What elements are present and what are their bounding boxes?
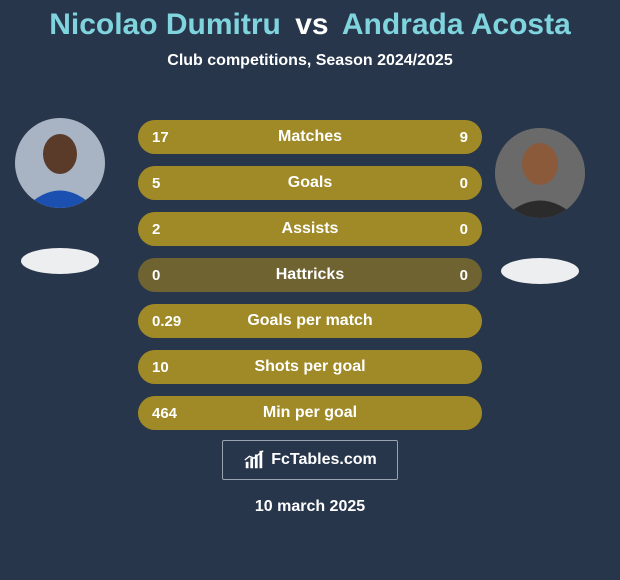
title-player1: Nicolao Dumitru: [49, 8, 281, 41]
stat-row: 10Shots per goal: [138, 350, 482, 384]
stat-row: 5Goals0: [138, 166, 482, 200]
title-vs: vs: [295, 8, 328, 41]
stat-label: Goals per match: [228, 312, 392, 330]
stat-value-left: 464: [138, 405, 228, 422]
stat-value-left: 0.29: [138, 313, 228, 330]
player1-avatar-icon: [15, 118, 105, 208]
stat-value-left: 5: [138, 175, 228, 192]
chart-icon: [243, 449, 265, 471]
stat-label: Min per goal: [228, 404, 392, 422]
brand-badge: FcTables.com: [222, 440, 398, 480]
player2-team-badge: [501, 258, 579, 284]
stat-row: 17Matches9: [138, 120, 482, 154]
player1-team-badge: [21, 248, 99, 274]
player2-block: [490, 128, 590, 284]
subtitle: Club competitions, Season 2024/2025: [0, 52, 620, 70]
player2-avatar: [495, 128, 585, 218]
title-player2: Andrada Acosta: [342, 8, 571, 41]
stat-row: 2Assists0: [138, 212, 482, 246]
stat-value-right: 0: [392, 267, 482, 284]
brand-text: FcTables.com: [271, 451, 377, 469]
footer-date: 10 march 2025: [255, 498, 365, 516]
stat-value-left: 0: [138, 267, 228, 284]
player2-avatar-icon: [495, 128, 585, 218]
stat-label: Goals: [228, 174, 392, 192]
stats-table: 17Matches95Goals02Assists00Hattricks00.2…: [138, 120, 482, 442]
stat-label: Assists: [228, 220, 392, 238]
stat-value-right: 0: [392, 221, 482, 238]
stat-value-left: 17: [138, 129, 228, 146]
stat-row: 464Min per goal: [138, 396, 482, 430]
stat-label: Matches: [228, 128, 392, 146]
player1-block: [10, 118, 110, 274]
player1-avatar: [15, 118, 105, 208]
comparison-title: Nicolao Dumitru vs Andrada Acosta: [0, 0, 620, 42]
stat-row: 0Hattricks0: [138, 258, 482, 292]
stat-row: 0.29Goals per match: [138, 304, 482, 338]
stat-label: Shots per goal: [228, 358, 392, 376]
stat-value-left: 10: [138, 359, 228, 376]
stat-value-right: 9: [392, 129, 482, 146]
stat-value-right: 0: [392, 175, 482, 192]
stat-value-left: 2: [138, 221, 228, 238]
stat-label: Hattricks: [228, 266, 392, 284]
